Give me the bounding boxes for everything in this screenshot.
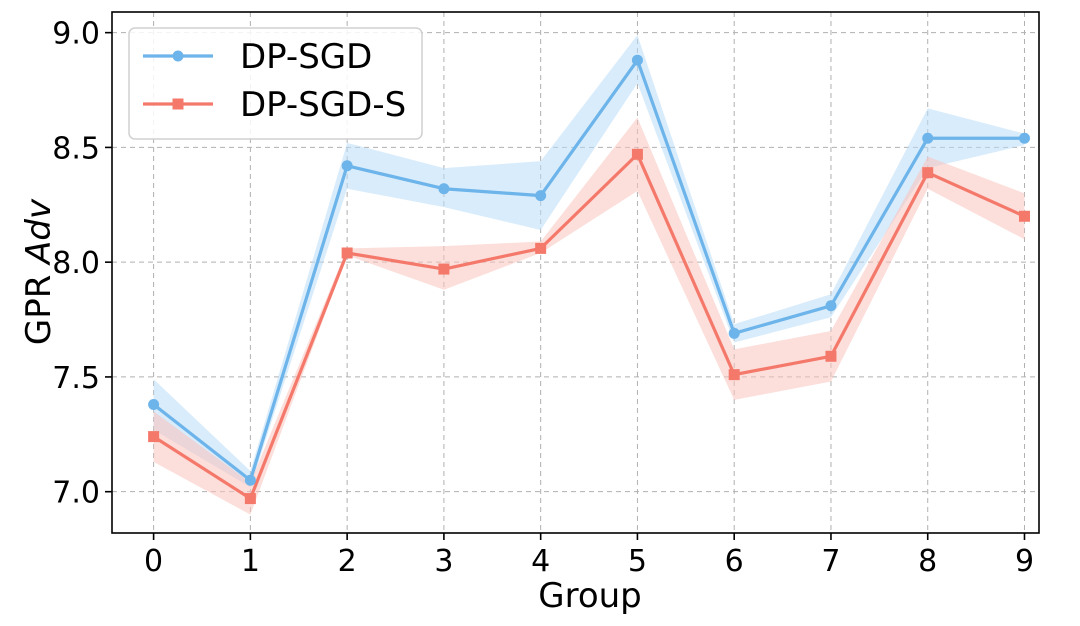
legend-entries: DP-SGD DP-SGD-S xyxy=(143,37,406,125)
point-dp-sgd xyxy=(244,474,256,486)
y-tick-label: 9.0 xyxy=(52,17,100,52)
y-axis-ticks: 7.0 7.5 8.0 8.5 9.0 xyxy=(52,17,112,511)
x-tick-label: 1 xyxy=(241,544,260,579)
y-tick-label: 8.0 xyxy=(52,246,100,281)
band-dp-sgd-s xyxy=(153,117,1025,515)
point-dp-sgd xyxy=(728,327,740,339)
x-tick-label: 3 xyxy=(434,544,453,579)
x-tick-label: 6 xyxy=(725,544,744,579)
point-dp-sgd xyxy=(341,160,353,172)
point-dp-sgd xyxy=(535,190,547,202)
point-dp-sgd xyxy=(825,300,837,312)
x-tick-label: 7 xyxy=(821,544,840,579)
legend: DP-SGD DP-SGD-S xyxy=(128,27,423,140)
x-axis-ticks: 0 1 2 3 4 5 6 7 8 9 xyxy=(144,533,1034,579)
x-tick-label: 0 xyxy=(144,544,163,579)
point-dp-sgd xyxy=(631,54,643,66)
y-axis-title: GPR Adv xyxy=(19,198,59,345)
point-dp-sgd-s xyxy=(341,247,353,259)
point-dp-sgd-s xyxy=(922,167,934,179)
legend-marker-dp-sgd xyxy=(172,50,184,62)
y-tick-label: 7.0 xyxy=(52,476,100,511)
series-lines xyxy=(152,58,1026,501)
y-tick-label: 7.5 xyxy=(52,361,100,396)
point-dp-sgd-s xyxy=(631,148,643,160)
x-tick-label: 9 xyxy=(1015,544,1034,579)
legend-marker-dp-sgd-s xyxy=(172,98,184,110)
point-dp-sgd xyxy=(438,183,450,195)
line-dp-sgd xyxy=(152,58,1025,482)
point-dp-sgd-s xyxy=(438,263,450,275)
legend-label-dp-sgd-s: DP-SGD-S xyxy=(240,85,406,125)
y-axis-title-italic: Adv xyxy=(19,198,59,266)
point-dp-sgd-s xyxy=(244,493,256,505)
y-tick-label: 8.5 xyxy=(52,131,100,166)
legend-label-dp-sgd: DP-SGD xyxy=(240,37,372,77)
point-dp-sgd xyxy=(148,398,160,410)
point-dp-sgd-s xyxy=(1018,210,1030,222)
point-dp-sgd-s xyxy=(148,431,160,443)
point-dp-sgd-s xyxy=(535,242,547,254)
series-markers xyxy=(148,54,1030,505)
plot-frame xyxy=(111,11,1040,534)
point-dp-sgd xyxy=(922,132,934,144)
y-axis-title-prefix: GPR xyxy=(19,264,59,345)
x-tick-label: 2 xyxy=(338,544,357,579)
x-tick-label: 5 xyxy=(628,544,647,579)
line-dp-sgd-s xyxy=(152,152,1026,501)
x-tick-label: 4 xyxy=(531,544,550,579)
x-axis-title: Group xyxy=(538,576,642,616)
point-dp-sgd-s xyxy=(825,350,837,362)
point-dp-sgd xyxy=(1018,132,1030,144)
x-tick-label: 8 xyxy=(918,544,937,579)
point-dp-sgd-s xyxy=(728,369,740,381)
